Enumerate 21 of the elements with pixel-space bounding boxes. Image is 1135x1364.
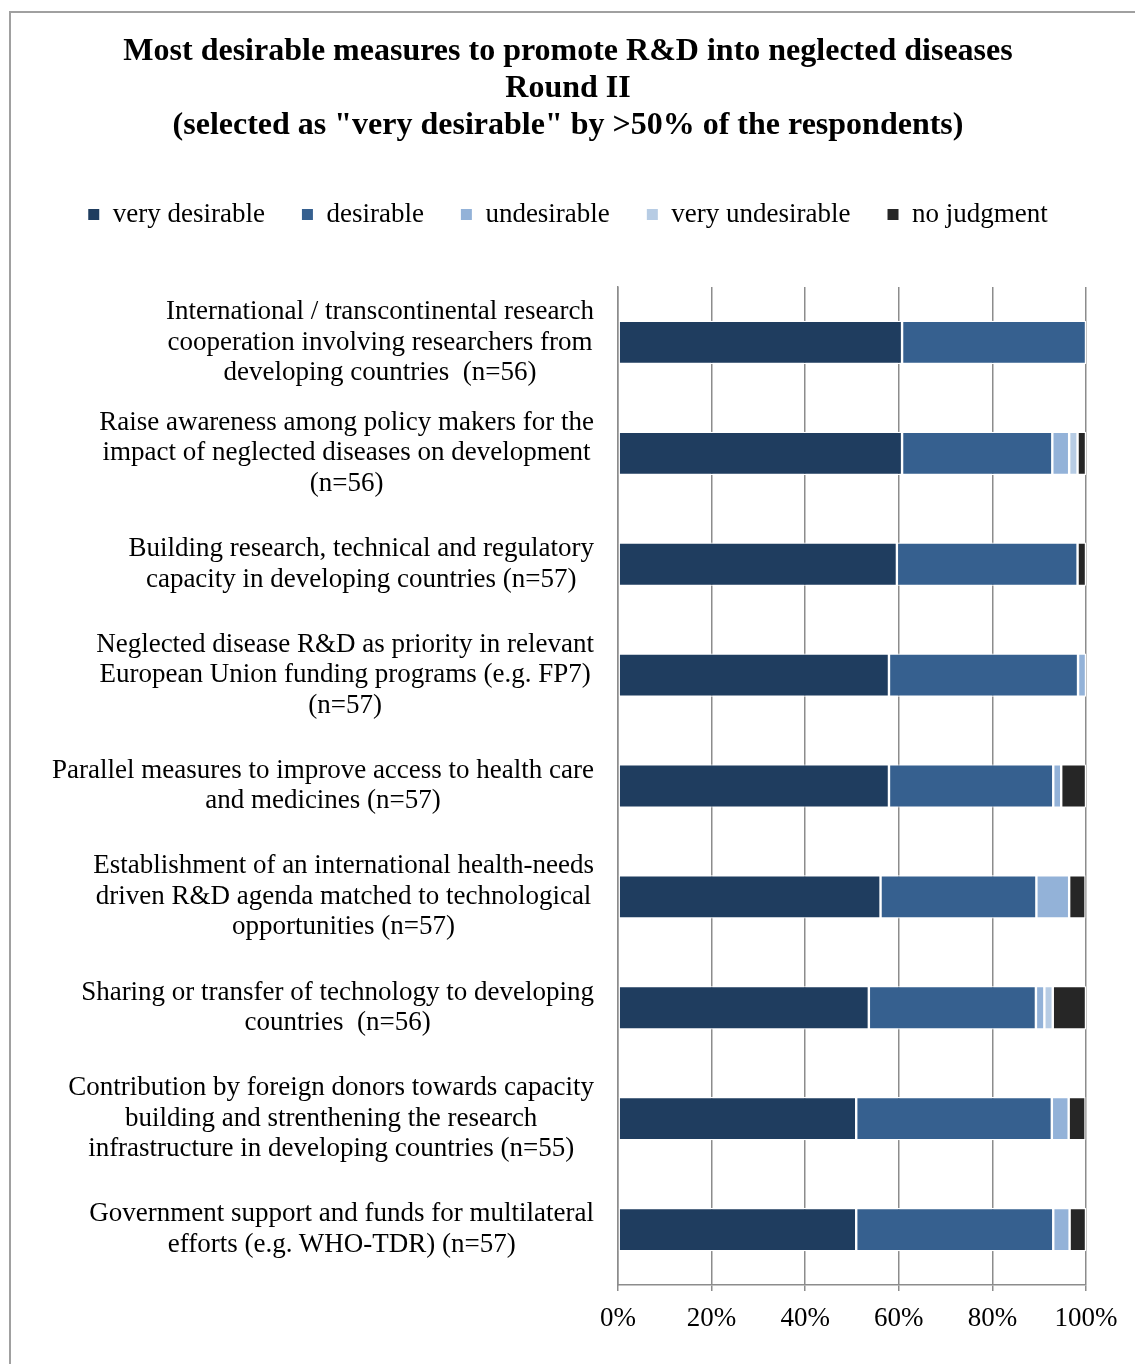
y-tick-label: Raise awareness among policy makers for the impact of neglected diseases on development (n=56) [99, 405, 595, 497]
x-tick-label: 100% [1054, 1302, 1118, 1333]
legend-label: no judgment [912, 197, 1049, 228]
x-tick-label: 0% [600, 1302, 636, 1333]
legend-label: undesirable [485, 197, 610, 228]
x-tick-label: 60% [874, 1302, 924, 1333]
y-tick-label: Government support and funds for multilateral efforts (e.g. WHO-TDR) (n=57) [89, 1197, 595, 1258]
y-tick-label: International / transcontinental research cooperation involving researchers from developing countries (n=56) [165, 295, 595, 387]
legend-label: very undesirable [671, 197, 851, 228]
y-tick-label: Neglected disease R&D as priority in relevant European Union funding programs (e.g. FP7) (n=57) [96, 627, 595, 719]
legend-label: very desirable [112, 197, 265, 228]
x-tick-label: 20% [686, 1302, 737, 1333]
chart-title: Most desirable measures to promote R&D into neglected diseases Round II (selected as "very desirable" by >50% of the respondents) [123, 30, 1013, 141]
legend-label: desirable [326, 197, 424, 228]
x-tick-label: 40% [780, 1302, 830, 1333]
y-tick-label: Parallel measures to improve access to health care and medicines (n=57) [51, 753, 595, 815]
y-tick-label: Sharing or transfer of technology to developing countries (n=56) [81, 975, 594, 1037]
y-tick-label: Contribution by foreign donors towards capacity building and strenthening the research infrastructure in developing countries (n=55) [68, 1071, 595, 1163]
y-tick-label: Establishment of an international health-needs driven R&D agenda matched to technological opportunities (n=57) [93, 849, 595, 941]
x-tick-label: 80% [967, 1302, 1018, 1333]
y-tick-label: Building research, technical and regulatory capacity in developing countries (n=57) [128, 532, 595, 593]
